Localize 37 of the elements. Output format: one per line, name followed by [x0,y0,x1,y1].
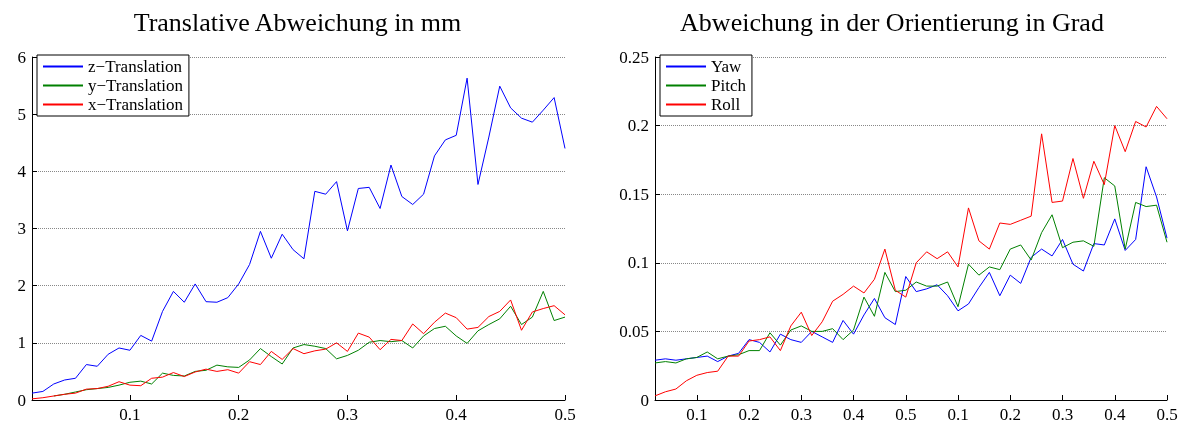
x-tick-label: 0.1 [119,405,141,424]
y-tick-label: 3 [17,219,26,238]
legend-label: Pitch [711,76,747,95]
legend-label: z−Translation [88,57,183,76]
y-tick-label: 0 [17,390,26,410]
x-tick-label: 0.5 [554,405,576,424]
x-tick-label: 0.3 [790,405,812,424]
x-tick-label: 0.3 [336,405,359,424]
line-series [31,77,566,394]
x-tick-label: 0.2 [228,405,250,424]
x-tick-label: 0.4 [1104,405,1126,424]
y-tick-label: 0.25 [619,47,649,67]
y-tick-label: 2 [17,276,26,296]
y-tick-label: 0 [640,390,649,410]
y-tick-label: 0.15 [619,184,649,204]
y-tick-label: 1 [17,333,26,353]
x-tick-label: 0.1 [686,405,708,424]
y-tick-label: 4 [17,161,27,181]
x-tick-label: 0.5 [895,405,917,424]
x-tick-label: 0.4 [445,405,468,424]
legend-label: Yaw [711,57,743,76]
legend-label: y−Translation [88,76,184,95]
y-tick-label: 5 [17,104,26,124]
x-tick-label: 0.2 [999,405,1021,424]
x-tick-label: 0.5 [1156,405,1178,424]
y-tick-label: 0.1 [627,253,649,273]
x-tick-label: 0.4 [842,405,865,424]
chart-title: Abweichung in der Orientierung in Grad [680,7,1104,37]
chart-title: Translative Abweichung in mm [133,7,462,37]
y-tick-label: 0.05 [619,321,649,341]
legend-label: Roll [711,95,741,114]
x-tick-label: 0.1 [947,405,969,424]
y-tick-label: 6 [17,47,26,67]
legend-label: x−Translation [88,95,184,114]
x-tick-label: 0.3 [1051,405,1074,424]
y-tick-label: 0.2 [627,116,649,136]
x-tick-label: 0.2 [738,405,760,424]
